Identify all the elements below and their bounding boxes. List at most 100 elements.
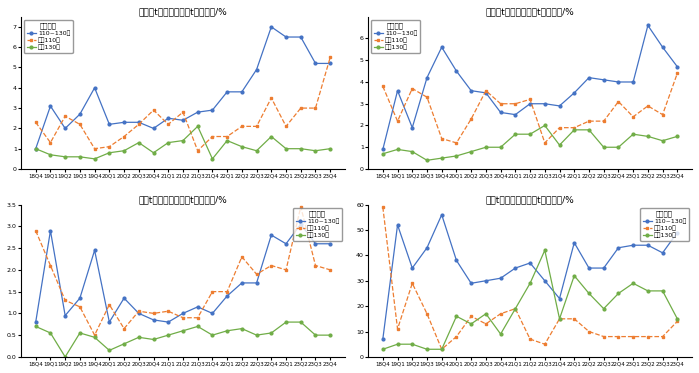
110~130元 [179, 311, 187, 316]
高于130元 [644, 134, 652, 139]
110~130元 [570, 91, 579, 95]
110~130元 [408, 125, 417, 130]
高于130元 [105, 151, 113, 155]
低于110元 [394, 327, 402, 331]
低于110元 [614, 334, 623, 339]
高于130元 [526, 281, 534, 285]
110~130元 [135, 120, 143, 125]
Legend: 110~130元, 低于110元, 高于130元: 110~130元, 低于110元, 高于130元 [371, 20, 420, 53]
110~130元 [438, 45, 446, 49]
高于130元 [408, 342, 417, 347]
Title: 偏巫t混基各类型转巫t持仓比例/%: 偏巫t混基各类型转巫t持仓比例/% [138, 195, 227, 204]
110~130元 [105, 320, 113, 324]
低于110元 [150, 108, 158, 112]
高于130元 [135, 140, 143, 145]
Legend: 110~130元, 低于110元, 高于130元: 110~130元, 低于110元, 高于130元 [293, 208, 342, 241]
高于130元 [673, 134, 682, 139]
Line: 高于130元: 高于130元 [34, 125, 331, 160]
高于130元 [135, 335, 143, 339]
110~130元 [555, 104, 563, 108]
低于110元 [452, 141, 461, 145]
高于130元 [482, 145, 490, 150]
低于110元 [482, 322, 490, 326]
110~130元 [90, 85, 99, 90]
低于110元 [511, 101, 519, 106]
低于110元 [482, 88, 490, 93]
高于130元 [296, 320, 305, 324]
110~130元 [46, 104, 55, 108]
高于130元 [238, 144, 246, 149]
110~130元 [252, 67, 261, 72]
110~130元 [296, 35, 305, 39]
高于130元 [164, 140, 173, 145]
低于110元 [150, 311, 158, 316]
高于130元 [644, 289, 652, 293]
低于110元 [394, 119, 402, 123]
110~130元 [511, 266, 519, 270]
110~130元 [644, 243, 652, 247]
高于130元 [467, 322, 475, 326]
低于110元 [61, 114, 69, 119]
110~130元 [223, 90, 231, 94]
110~130元 [526, 101, 534, 106]
高于130元 [267, 134, 275, 139]
高于130元 [120, 148, 128, 153]
低于110元 [467, 314, 475, 319]
Line: 110~130元: 110~130元 [34, 25, 331, 150]
110~130元 [452, 69, 461, 73]
高于130元 [394, 342, 402, 347]
高于130元 [658, 138, 667, 143]
低于110元 [673, 319, 682, 324]
低于110元 [179, 110, 187, 115]
110~130元 [61, 313, 69, 318]
低于110元 [282, 268, 290, 272]
高于130元 [31, 324, 40, 329]
高于130元 [467, 149, 475, 154]
高于130元 [600, 145, 608, 150]
低于110元 [658, 334, 667, 339]
高于130元 [46, 153, 55, 157]
高于130元 [540, 248, 549, 253]
高于130元 [482, 311, 490, 316]
Line: 低于110元: 低于110元 [382, 206, 679, 351]
高于130元 [408, 149, 417, 154]
低于110元 [629, 334, 637, 339]
低于110元 [194, 316, 202, 320]
110~130元 [629, 243, 637, 247]
高于130元 [267, 331, 275, 335]
110~130元 [223, 294, 231, 298]
110~130元 [585, 266, 593, 270]
110~130元 [482, 279, 490, 283]
低于110元 [438, 136, 446, 141]
110~130元 [540, 279, 549, 283]
110~130元 [61, 126, 69, 131]
低于110元 [585, 119, 593, 123]
高于130元 [379, 347, 387, 351]
高于130元 [120, 342, 128, 346]
低于110元 [75, 122, 84, 126]
低于110元 [194, 148, 202, 153]
110~130元 [482, 91, 490, 95]
低于110元 [511, 307, 519, 311]
低于110元 [526, 97, 534, 101]
高于130元 [252, 333, 261, 337]
Title: 二级巫t基各类型转巫t持仓比例/%: 二级巫t基各类型转巫t持仓比例/% [486, 7, 575, 16]
低于110元 [179, 316, 187, 320]
高于130元 [600, 307, 608, 311]
高于130元 [540, 123, 549, 128]
高于130元 [570, 128, 579, 132]
低于110元 [238, 124, 246, 129]
低于110元 [555, 125, 563, 130]
高于130元 [105, 348, 113, 352]
110~130元 [614, 80, 623, 84]
Legend: 110~130元, 低于110元, 高于130元: 110~130元, 低于110元, 高于130元 [24, 20, 73, 53]
Line: 低于110元: 低于110元 [382, 72, 679, 144]
110~130元 [423, 245, 431, 250]
低于110元 [208, 289, 217, 294]
低于110元 [223, 134, 231, 139]
高于130元 [496, 145, 505, 150]
高于130元 [570, 273, 579, 278]
高于130元 [179, 329, 187, 333]
高于130元 [326, 147, 334, 151]
高于130元 [150, 151, 158, 155]
